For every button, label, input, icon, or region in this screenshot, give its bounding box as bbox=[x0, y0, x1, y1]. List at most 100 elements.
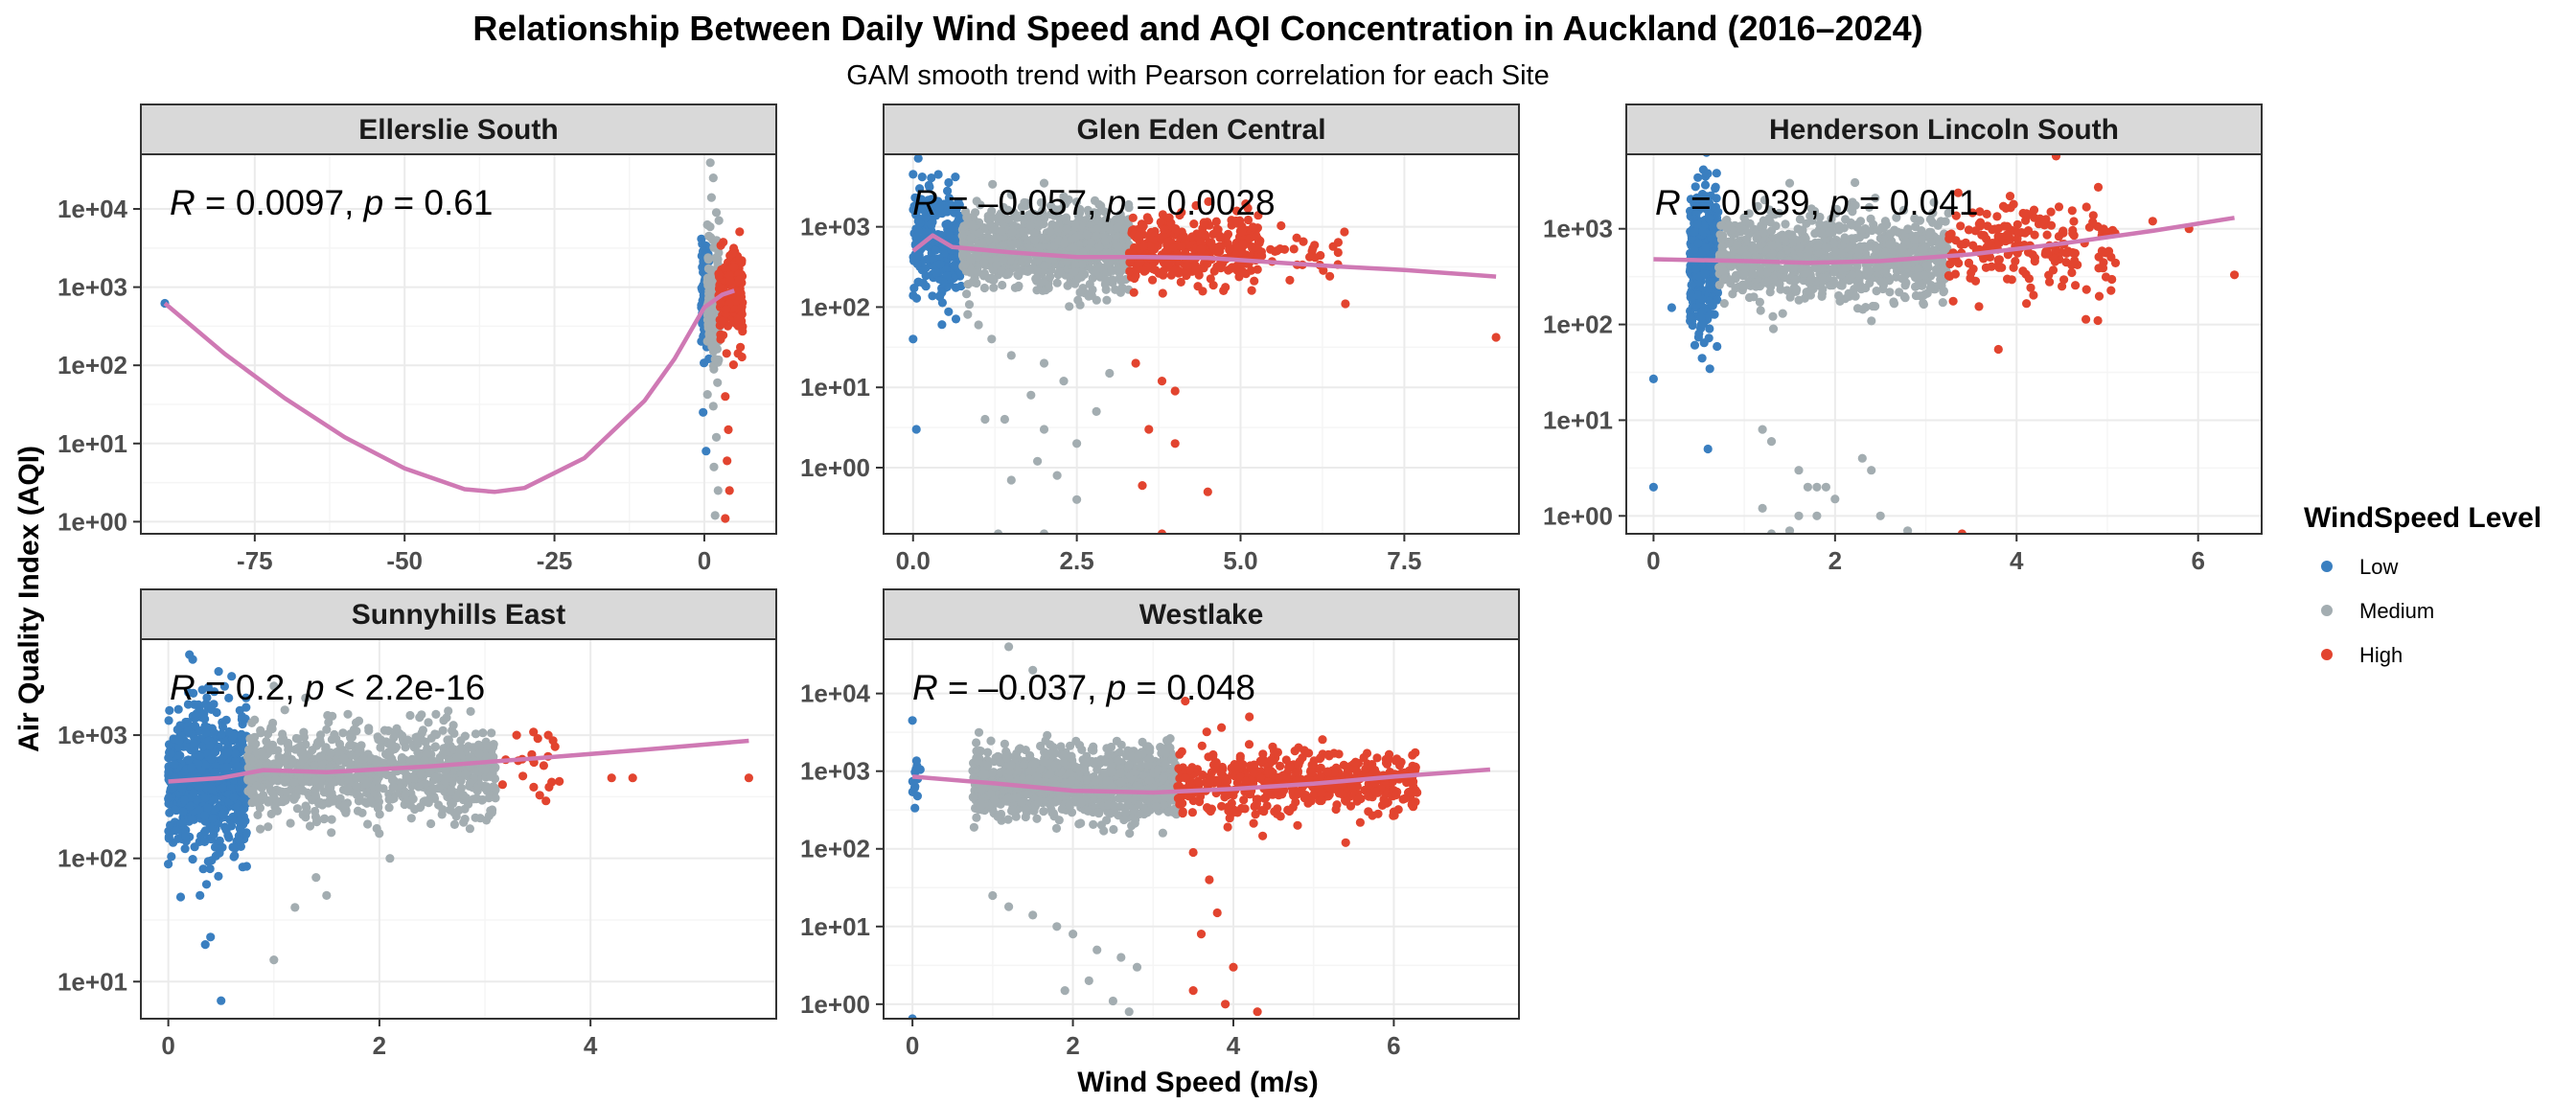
data-point-high bbox=[1981, 263, 1990, 272]
data-point-high bbox=[723, 456, 732, 466]
data-point-high bbox=[1223, 229, 1233, 239]
data-point-low bbox=[200, 837, 210, 847]
data-point-high bbox=[1183, 262, 1192, 271]
data-point-low bbox=[944, 177, 954, 188]
data-point-medium bbox=[256, 824, 265, 834]
data-point-low bbox=[951, 172, 960, 182]
data-point-medium bbox=[711, 208, 722, 218]
data-point-high bbox=[1170, 439, 1180, 448]
data-point-high bbox=[1984, 240, 1993, 249]
data-point-high bbox=[1211, 217, 1221, 226]
data-point-medium bbox=[710, 511, 720, 520]
data-point-high bbox=[2026, 283, 2036, 292]
data-point-high bbox=[724, 486, 734, 495]
data-point-medium bbox=[1032, 286, 1042, 295]
data-point-high bbox=[1199, 218, 1208, 228]
data-point-medium bbox=[1116, 288, 1125, 297]
data-point-low bbox=[933, 197, 943, 207]
data-point-medium bbox=[1808, 209, 1818, 218]
data-point-low bbox=[1696, 312, 1706, 323]
data-point-medium bbox=[1060, 239, 1070, 248]
data-point-high bbox=[2036, 214, 2045, 223]
data-point-medium bbox=[1798, 225, 1807, 235]
data-point-medium bbox=[1818, 273, 1828, 283]
data-point-medium bbox=[1024, 210, 1033, 220]
y-tick-label: 1e+02 bbox=[800, 292, 870, 321]
data-point-medium bbox=[1017, 211, 1026, 220]
data-point-medium bbox=[1733, 241, 1742, 250]
data-point-high bbox=[1968, 241, 1978, 250]
data-point-high bbox=[1157, 377, 1167, 386]
data-point-low bbox=[937, 320, 947, 330]
data-point-high bbox=[1254, 211, 1263, 220]
data-point-low bbox=[1705, 214, 1714, 223]
data-point-medium bbox=[1817, 291, 1827, 301]
data-point-medium bbox=[431, 709, 441, 720]
data-point-low bbox=[908, 170, 918, 179]
data-point-medium bbox=[998, 280, 1007, 290]
data-point-low bbox=[1686, 195, 1695, 204]
data-point-high bbox=[1200, 230, 1210, 240]
data-point-high bbox=[2045, 277, 2055, 287]
data-point-high bbox=[2012, 234, 2022, 243]
data-point-low bbox=[210, 794, 219, 805]
data-point-high bbox=[1177, 242, 1186, 251]
data-point-high bbox=[1257, 251, 1267, 261]
data-point-medium bbox=[1851, 291, 1860, 301]
data-point-low bbox=[240, 794, 249, 803]
data-point-high bbox=[1982, 209, 1991, 218]
data-point-low bbox=[198, 864, 208, 874]
data-point-medium bbox=[465, 824, 474, 834]
data-point-medium bbox=[1835, 280, 1845, 290]
data-point-low bbox=[181, 832, 191, 841]
data-point-medium bbox=[713, 486, 723, 495]
data-point-medium bbox=[1731, 284, 1740, 293]
data-point-high bbox=[1975, 207, 1985, 217]
data-point-high bbox=[1992, 212, 2002, 221]
data-point-high bbox=[2042, 230, 2052, 240]
data-point-low bbox=[201, 880, 212, 889]
data-point-high bbox=[1176, 277, 1185, 287]
gam-smooth-line-ellerslie-south bbox=[163, 288, 735, 494]
data-point-medium bbox=[1869, 219, 1878, 229]
data-point-low bbox=[238, 736, 247, 746]
data-point-high bbox=[2106, 286, 2116, 295]
data-point-medium bbox=[327, 815, 336, 824]
data-point-high bbox=[1974, 302, 1984, 311]
data-point-high bbox=[1328, 242, 1338, 251]
data-point-high bbox=[724, 425, 733, 434]
data-point-low bbox=[944, 307, 954, 316]
data-point-high bbox=[2028, 250, 2037, 260]
data-point-low bbox=[166, 748, 175, 758]
data-point-high bbox=[2067, 267, 2077, 278]
chart-subtitle: GAM smooth trend with Pearson correlatio… bbox=[846, 60, 1549, 91]
data-point-high bbox=[1945, 259, 1955, 269]
data-point-medium bbox=[1925, 215, 1935, 224]
data-point-high bbox=[1177, 208, 1186, 218]
data-point-medium bbox=[1029, 228, 1039, 238]
data-point-low bbox=[242, 702, 251, 712]
data-point-low bbox=[1705, 324, 1714, 334]
data-point-medium bbox=[424, 718, 433, 727]
data-point-low bbox=[179, 795, 190, 805]
data-point-medium bbox=[482, 816, 492, 825]
data-point-medium bbox=[1026, 221, 1036, 231]
data-point-low bbox=[917, 172, 927, 182]
data-point-medium bbox=[1828, 239, 1839, 248]
data-point-low bbox=[1690, 340, 1700, 350]
data-point-low bbox=[190, 739, 199, 748]
data-point-high bbox=[2101, 272, 2111, 282]
data-point-medium bbox=[957, 249, 968, 259]
data-point-high bbox=[2005, 192, 2015, 201]
data-point-high bbox=[2040, 249, 2050, 259]
data-point-medium bbox=[1831, 208, 1841, 218]
data-point-medium bbox=[1830, 246, 1840, 257]
data-point-medium bbox=[1853, 246, 1863, 256]
data-point-medium bbox=[1910, 214, 1920, 223]
data-point-high bbox=[1252, 232, 1261, 242]
data-point-medium bbox=[1006, 190, 1016, 199]
data-point-low bbox=[228, 731, 238, 741]
data-point-high bbox=[2054, 202, 2064, 212]
data-point-high bbox=[1233, 218, 1243, 228]
